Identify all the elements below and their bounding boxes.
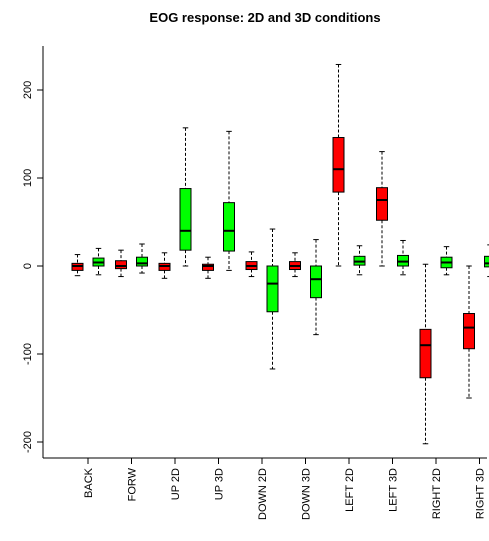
- box-green: [224, 203, 235, 251]
- y-tick-label: -100: [22, 343, 34, 365]
- box-green: [180, 189, 191, 251]
- y-tick-label: 200: [22, 81, 34, 99]
- y-tick-label: -200: [22, 431, 34, 453]
- x-tick-label: UP 2D: [170, 468, 182, 500]
- box-green: [311, 266, 322, 298]
- x-tick-label: RIGHT 3D: [475, 468, 487, 519]
- y-tick-label: 100: [22, 169, 34, 187]
- box-red: [333, 138, 344, 193]
- x-tick-label: BACK: [83, 467, 95, 498]
- y-tick-label: 0: [22, 263, 34, 269]
- box-red: [377, 188, 388, 221]
- x-tick-label: UP 3D: [214, 468, 226, 500]
- box-red: [464, 314, 475, 349]
- box-green: [485, 256, 489, 267]
- box-red: [116, 261, 127, 269]
- box-green: [137, 257, 148, 266]
- x-tick-label: LEFT 3D: [388, 468, 400, 512]
- x-tick-label: RIGHT 2D: [431, 468, 443, 519]
- chart-title: EOG response: 2D and 3D conditions: [149, 10, 380, 25]
- box-green: [267, 266, 278, 312]
- x-tick-label: FORW: [127, 467, 139, 501]
- x-tick-label: DOWN 3D: [301, 468, 313, 520]
- x-tick-label: DOWN 2D: [257, 468, 269, 520]
- x-tick-label: LEFT 2D: [344, 468, 356, 512]
- box-red: [420, 329, 431, 377]
